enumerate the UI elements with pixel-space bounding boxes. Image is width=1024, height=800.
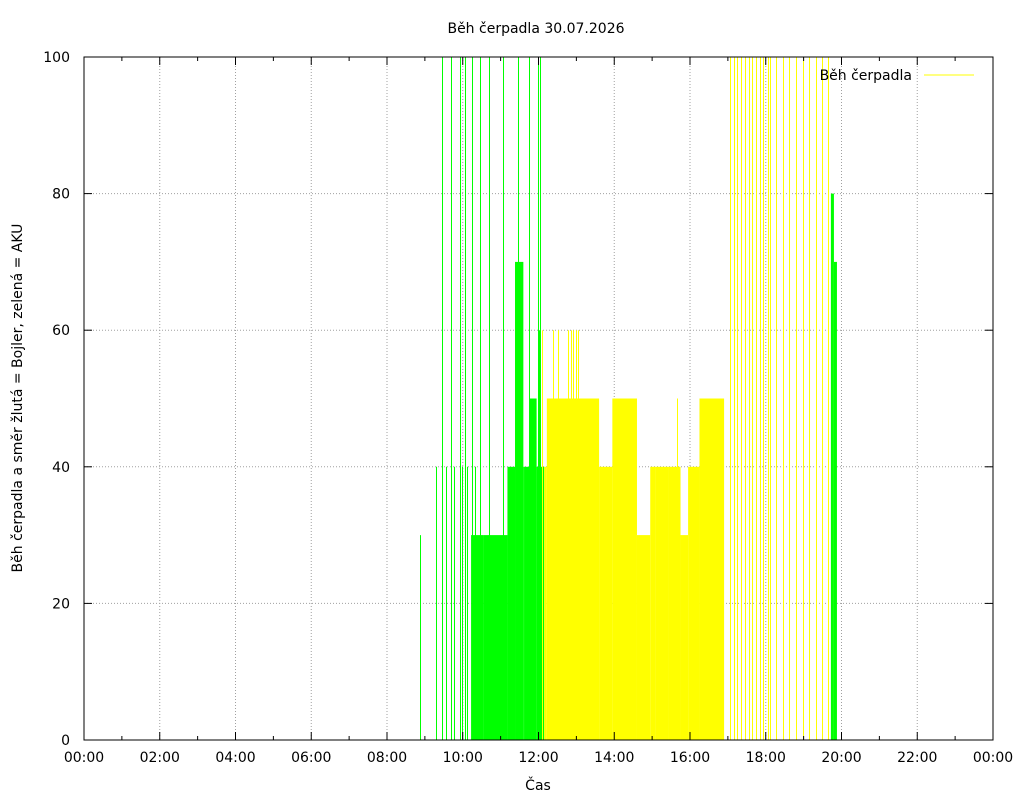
x-tick-label: 00:00 <box>973 750 1013 766</box>
aku-bar-block <box>523 466 525 740</box>
y-tick-label: 40 <box>52 460 70 476</box>
bojler-bar-block <box>650 466 656 740</box>
bojler-bar-block <box>680 535 689 740</box>
series-bojler <box>542 57 829 740</box>
aku-bar-block <box>524 466 530 740</box>
bojler-bar-block <box>688 466 700 740</box>
bojler-bar-block <box>668 466 681 740</box>
x-tick-label: 22:00 <box>897 750 937 766</box>
bojler-bar-block <box>544 466 547 740</box>
x-tick-label: 02:00 <box>140 750 180 766</box>
series-aku <box>420 57 837 741</box>
x-tick-label: 20:00 <box>821 750 861 766</box>
legend-label: Běh čerpadla <box>820 68 912 84</box>
aku-bar-block <box>830 193 834 741</box>
aku-bar-block <box>529 398 537 740</box>
tick-marks <box>83 56 994 741</box>
y-tick-label: 100 <box>43 50 70 66</box>
aku-bar-block <box>833 261 837 740</box>
x-tick-label: 08:00 <box>367 750 407 766</box>
x-tick-label: 14:00 <box>594 750 634 766</box>
legend: Běh čerpadla <box>820 68 974 84</box>
x-tick-label: 12:00 <box>518 750 558 766</box>
bojler-bar-block <box>612 398 637 740</box>
x-axis-label: Čas <box>525 776 551 794</box>
y-tick-label: 80 <box>52 187 70 203</box>
x-tick-label: 18:00 <box>746 750 786 766</box>
y-tick-label: 0 <box>61 733 70 749</box>
x-tick-label: 04:00 <box>215 750 255 766</box>
x-tick-label: 10:00 <box>443 750 483 766</box>
bojler-bar-block <box>699 398 725 740</box>
bojler-bar-block <box>599 466 613 740</box>
x-tick-labels: 00:00 02:00 04:00 06:00 08:00 10:00 12:00 14:00… <box>64 750 1013 766</box>
x-tick-label: 06:00 <box>291 750 331 766</box>
aku-bar-block <box>515 261 524 740</box>
y-tick-label: 60 <box>52 323 70 339</box>
bojler-bar-block <box>655 466 669 740</box>
aku-bar-block <box>507 466 516 740</box>
x-tick-label: 00:00 <box>64 750 104 766</box>
y-axis-label: Běh čerpadla a směr žlutá = Bojler, zele… <box>10 224 26 573</box>
bojler-bar-block <box>636 535 651 740</box>
x-tick-label: 16:00 <box>670 750 710 766</box>
chart-title: Běh čerpadla 30.07.2026 <box>447 21 624 37</box>
y-tick-label: 20 <box>52 596 70 612</box>
y-tick-labels: 0 20 40 60 80 100 <box>43 50 70 749</box>
